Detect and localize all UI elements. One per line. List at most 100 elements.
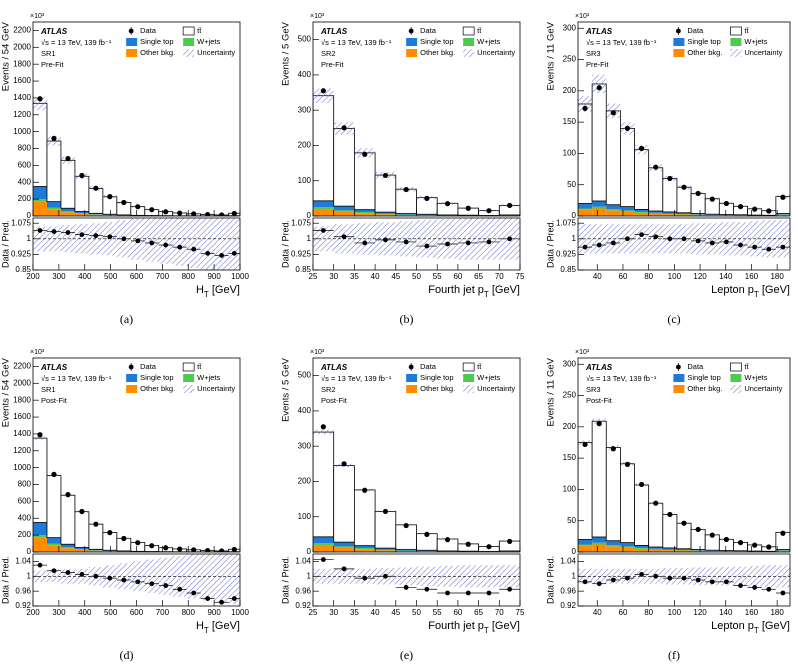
hist-bar <box>620 210 635 212</box>
ratio-point <box>752 585 758 590</box>
data-point <box>149 207 155 213</box>
hist-bar <box>354 212 376 214</box>
hist-bar <box>74 211 89 214</box>
y-tick-label: 600 <box>18 497 32 506</box>
atlas-label: ATLAS <box>585 363 613 372</box>
ratio-point <box>341 566 347 572</box>
ratio-point <box>205 250 211 256</box>
main-plot <box>578 74 790 216</box>
ratio-point <box>445 241 450 247</box>
fit-label: Post-Fit <box>321 396 348 405</box>
hist-bar <box>313 544 334 552</box>
hist-bar <box>313 95 335 202</box>
y-tick-label: 1800 <box>13 59 31 68</box>
main-plot <box>33 432 240 552</box>
hist-bar <box>634 149 650 210</box>
data-point <box>444 537 451 543</box>
x-tick-label: 40 <box>593 608 602 617</box>
ratio-point <box>403 585 409 590</box>
legend-swatch <box>730 385 742 393</box>
x-tick-label: 45 <box>391 272 400 281</box>
hist-bar <box>634 545 649 548</box>
x-tick-label: 900 <box>207 272 221 281</box>
y-tick-label: 2200 <box>13 26 31 35</box>
data-point <box>191 211 197 216</box>
legend-label: Single top <box>140 373 173 382</box>
hist-bar <box>88 550 103 552</box>
hist-bar <box>648 167 664 212</box>
ratio-point <box>383 573 388 579</box>
fit-label: Post-Fit <box>586 396 613 405</box>
region-label: SR1 <box>41 385 56 394</box>
caption: (b) <box>400 312 414 326</box>
data-point <box>37 96 43 102</box>
x-tick-label: 600 <box>130 272 144 281</box>
hist-bar <box>60 544 75 548</box>
data-point <box>507 538 513 545</box>
energy-label: √s = 13 TeV, 139 fb⁻¹ <box>41 38 112 47</box>
x-tick-label: 65 <box>474 272 483 281</box>
ratio-y-tick-label: 0.85 <box>560 265 576 274</box>
ratio-y-axis-label: Data / Pred. <box>0 556 10 604</box>
hist-bar <box>592 206 607 209</box>
ratio-y-tick-label: 0.925 <box>291 250 312 259</box>
ratio-point <box>780 244 786 250</box>
hist-bar <box>662 214 677 216</box>
ratio-band <box>186 218 201 268</box>
y-tick-label: 0 <box>572 211 577 220</box>
fit-label: Pre-Fit <box>586 60 609 69</box>
data-point <box>403 186 409 193</box>
legend-swatch <box>183 38 195 46</box>
ratio-point <box>231 596 237 601</box>
legend-label: tt̄ <box>477 26 482 35</box>
y-tick-label: 800 <box>18 144 32 153</box>
x-tick-label: 40 <box>371 272 380 281</box>
x-tick-label: 100 <box>668 608 682 617</box>
ratio-point <box>93 233 99 239</box>
y-tick-label: 600 <box>18 161 32 170</box>
data-point <box>766 544 772 550</box>
ratio-point <box>507 586 513 592</box>
x-axis-label-part: [GeV] <box>759 620 790 632</box>
panel: 0 100 200 300 400 500 0.85 0.925 1 1.075 25 30 35 40 4… <box>280 13 525 326</box>
ratio-point <box>65 230 71 235</box>
uncertainty-band <box>33 436 47 440</box>
legend-label: W+jets <box>477 37 500 46</box>
ratio-band <box>130 561 145 592</box>
legend-swatch <box>182 362 195 372</box>
data-point <box>624 125 631 131</box>
data-point <box>231 546 237 552</box>
hist-bar <box>60 494 76 545</box>
x-axis-label: Lepton pT [GeV] <box>711 284 790 299</box>
x-tick-label: 300 <box>52 608 66 617</box>
ratio-point <box>191 246 197 252</box>
legend-swatch <box>406 49 418 57</box>
ratio-point <box>93 573 99 579</box>
energy-label: √s = 13 TeV, 139 fb⁻¹ <box>586 38 657 47</box>
hist-bar <box>606 540 621 546</box>
ratio-y-tick-label: 0.96 <box>560 586 576 595</box>
ratio-point <box>709 579 715 585</box>
data-point <box>107 530 113 536</box>
ratio-point <box>639 232 644 238</box>
legend-label: Uncertainty <box>197 48 235 57</box>
ratio-y-axis-label: Data / Pred. <box>280 556 290 604</box>
y-tick-label: 300 <box>298 441 312 450</box>
legend-swatch <box>128 28 134 34</box>
legend-label: W+jets <box>744 373 767 382</box>
hist-bar <box>375 212 396 214</box>
ratio-point <box>320 228 326 233</box>
panel: 0200400600800100012001400160018002000220… <box>0 349 249 662</box>
x-tick-label: 300 <box>52 272 66 281</box>
y-tick-label: 1000 <box>13 463 31 472</box>
hist-bar <box>33 102 48 187</box>
hist-bar <box>333 128 355 207</box>
data-point <box>486 208 492 214</box>
data-point <box>444 201 451 207</box>
y-tick-label: 100 <box>563 485 577 494</box>
hist-bar <box>662 213 677 215</box>
x-tick-label: 140 <box>719 272 733 281</box>
hist-bar <box>354 545 376 549</box>
legend-swatch <box>463 38 475 46</box>
data-point <box>37 432 43 438</box>
